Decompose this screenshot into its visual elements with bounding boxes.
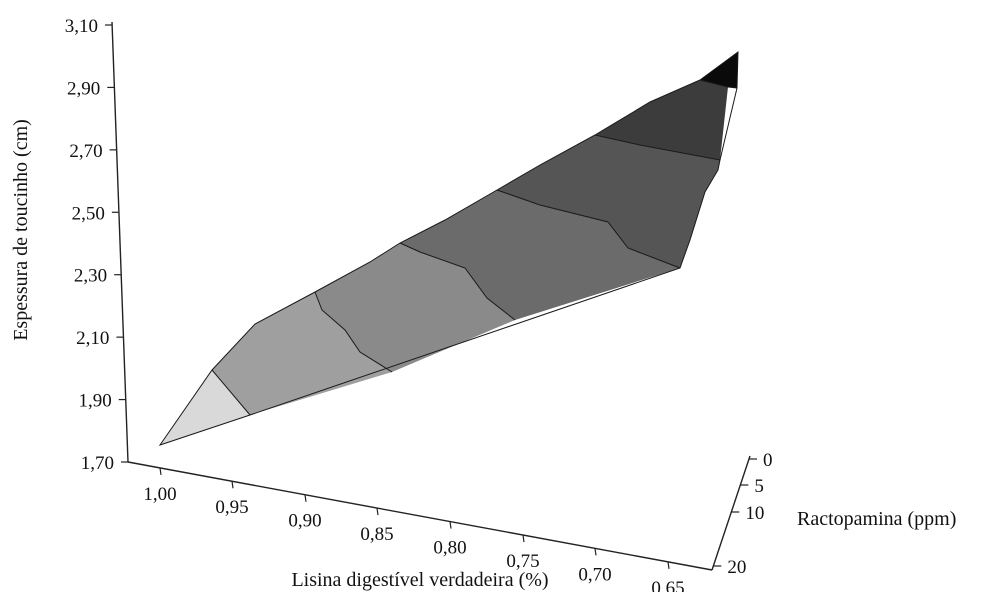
y-axis-title: Espessura de toucinho (cm) [10,119,32,341]
x-tick-label: 0,75 [506,551,539,572]
contour-line [314,291,393,373]
y-axis-ticks: 1,70 1,90 2,10 2,30 2,50 2,70 2,90 3,10 [65,16,128,474]
x-tick-mark [159,467,162,476]
y-tick-label: 2,10 [76,328,109,349]
surface-band-7 [700,52,738,88]
y-tick-label: 2,70 [69,141,102,162]
x-tick-mark [667,561,670,569]
y-tick-label: 3,10 [65,16,98,37]
y-tick-label: 2,50 [72,203,105,224]
y-tick-label: 2,90 [67,78,100,99]
z-axis-ticks: 0 5 10 20 [713,450,773,578]
surface [158,50,739,446]
x-tick-mark [376,507,379,516]
z-tick-label: 10 [745,503,764,524]
x-tick-label: 0,95 [215,497,248,518]
z-tick-label: 0 [763,450,773,471]
y-tick-label: 2,30 [74,266,107,287]
surface-band-4 [400,190,680,320]
z-tick-label: 20 [727,557,746,578]
x-axis-line [127,461,713,571]
surface-outline [158,50,739,446]
y-axis-line [111,21,129,463]
x-tick-label: 0,85 [360,524,393,545]
contour-line [496,189,681,269]
contour-line [399,242,516,321]
x-tick-label: 0,70 [578,564,611,585]
x-tick-mark [449,521,452,529]
z-axis-line [711,455,751,571]
contour-line [699,79,738,89]
z-axis-title: Ractopamina (ppm) [797,508,956,530]
x-axis-title: Lisina digestível verdadeira (%) [291,569,548,591]
y-tick-label: 1,70 [81,453,114,474]
x-tick-label: 1,00 [143,484,176,505]
y-tick-label: 1,90 [78,391,111,412]
contour-line [594,134,721,161]
z-tick-label: 5 [754,476,764,497]
x-tick-mark [594,548,597,556]
surface-band-6 [595,80,728,160]
x-tick-mark [522,534,525,543]
x-tick-label: 0,80 [433,538,466,559]
x-tick-label: 0,65 [651,578,684,592]
contour-line [211,369,251,416]
x-tick-mark [231,481,234,489]
surface-band-5 [497,135,720,268]
axes [111,21,751,571]
surface-band-2 [212,292,392,415]
x-tick-label: 0,90 [288,511,321,532]
surface-band-3 [315,243,515,372]
x-axis-ticks: 1,00 0,95 0,90 0,85 0,80 0,75 0,70 0,65 [143,467,685,592]
x-tick-mark [304,494,307,502]
